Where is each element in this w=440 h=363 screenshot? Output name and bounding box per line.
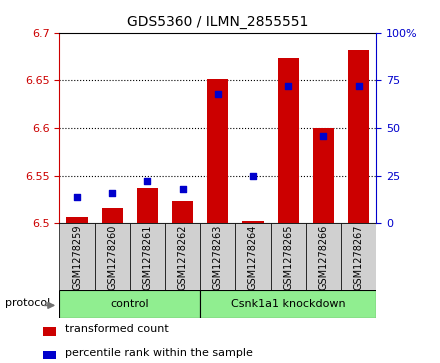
Point xyxy=(73,194,81,200)
FancyBboxPatch shape xyxy=(130,223,165,290)
FancyBboxPatch shape xyxy=(271,223,306,290)
Point xyxy=(355,83,362,89)
Text: Csnk1a1 knockdown: Csnk1a1 knockdown xyxy=(231,299,345,309)
Point xyxy=(320,133,327,139)
Point xyxy=(249,173,257,179)
Text: GSM1278265: GSM1278265 xyxy=(283,224,293,290)
Point xyxy=(109,190,116,196)
Bar xyxy=(43,327,56,335)
Text: GSM1278264: GSM1278264 xyxy=(248,224,258,290)
FancyBboxPatch shape xyxy=(306,223,341,290)
Bar xyxy=(43,351,56,359)
Text: GSM1278262: GSM1278262 xyxy=(178,224,187,290)
Text: GSM1278263: GSM1278263 xyxy=(213,224,223,290)
Bar xyxy=(242,221,264,223)
Text: GSM1278261: GSM1278261 xyxy=(143,224,152,290)
Bar xyxy=(102,208,123,223)
Bar xyxy=(200,290,376,318)
Text: transformed count: transformed count xyxy=(65,325,169,334)
FancyBboxPatch shape xyxy=(235,223,271,290)
FancyBboxPatch shape xyxy=(165,223,200,290)
Text: GSM1278267: GSM1278267 xyxy=(354,224,363,290)
Bar xyxy=(66,217,88,223)
FancyBboxPatch shape xyxy=(59,223,95,290)
Point xyxy=(179,186,186,192)
Bar xyxy=(313,128,334,223)
FancyBboxPatch shape xyxy=(341,223,376,290)
Bar xyxy=(137,188,158,223)
FancyBboxPatch shape xyxy=(200,223,235,290)
Text: protocol: protocol xyxy=(5,298,50,308)
Bar xyxy=(207,79,228,223)
Point xyxy=(214,91,221,97)
Title: GDS5360 / ILMN_2855551: GDS5360 / ILMN_2855551 xyxy=(127,15,308,29)
Text: GSM1278266: GSM1278266 xyxy=(319,224,328,290)
Point xyxy=(144,178,151,184)
FancyBboxPatch shape xyxy=(95,223,130,290)
Text: control: control xyxy=(110,299,149,309)
Point xyxy=(285,83,292,89)
Bar xyxy=(278,58,299,223)
Bar xyxy=(172,201,193,223)
Text: percentile rank within the sample: percentile rank within the sample xyxy=(65,348,253,358)
Bar xyxy=(59,290,200,318)
Bar xyxy=(348,50,369,223)
Text: GSM1278260: GSM1278260 xyxy=(107,224,117,290)
Text: GSM1278259: GSM1278259 xyxy=(72,224,82,290)
